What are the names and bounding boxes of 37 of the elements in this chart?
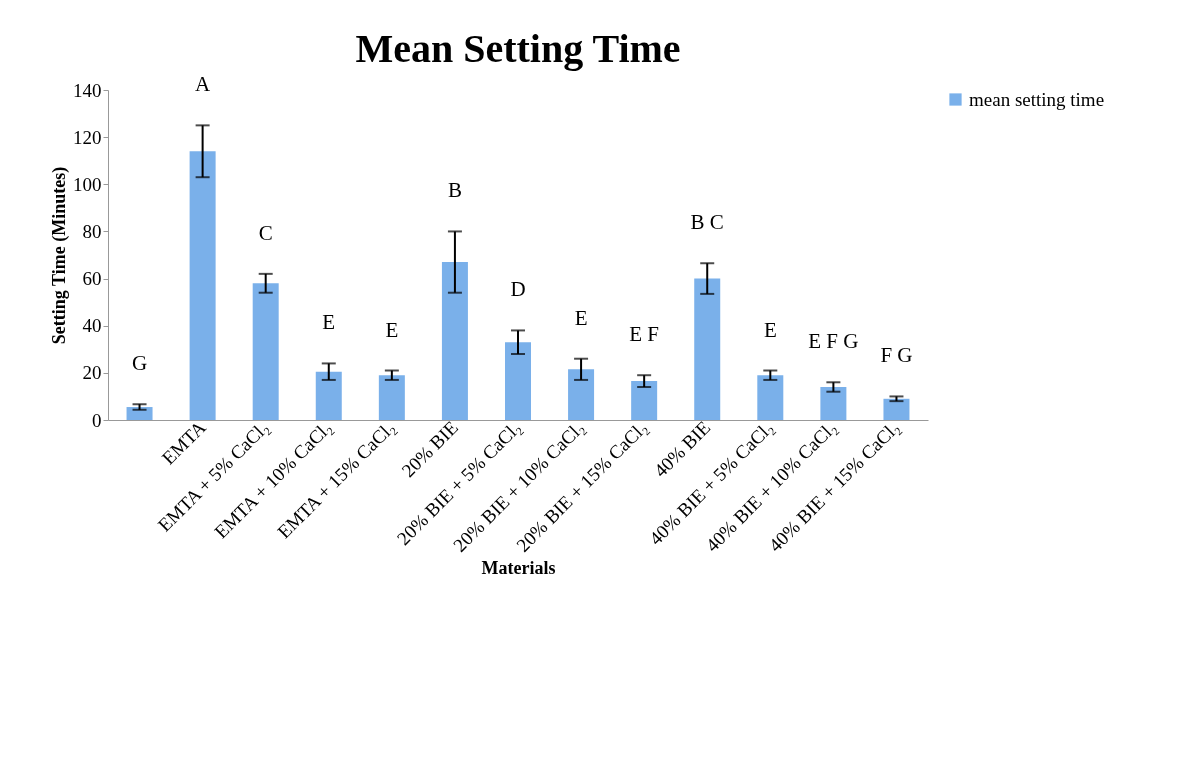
legend-label: mean setting time xyxy=(969,88,1105,110)
data-label: B xyxy=(447,178,462,203)
data-label: C xyxy=(258,220,273,245)
data-label: E xyxy=(574,305,588,330)
data-label: A xyxy=(195,72,212,97)
bar xyxy=(631,381,658,420)
y-tick-label: 100 xyxy=(73,173,102,195)
y-axis-title: Setting Time (Minutes) xyxy=(49,166,70,345)
y-tick-label: 60 xyxy=(82,268,102,290)
data-label: B C xyxy=(690,210,724,235)
y-tick-label: 40 xyxy=(82,315,102,337)
chart-title: Mean Setting Time xyxy=(355,26,681,72)
data-label: E F G xyxy=(808,329,859,354)
x-axis-title: Materials xyxy=(481,557,556,578)
bar xyxy=(189,151,216,420)
y-tick-label: 80 xyxy=(82,220,102,242)
bar xyxy=(315,371,342,420)
data-label: E xyxy=(322,310,336,335)
y-tick-label: 20 xyxy=(82,362,102,384)
data-label: D xyxy=(510,277,526,302)
data-label: E xyxy=(763,317,777,342)
y-tick-label: 140 xyxy=(73,79,102,101)
bar xyxy=(694,278,721,420)
y-tick-label: 0 xyxy=(92,409,102,431)
bar xyxy=(568,369,595,420)
bar xyxy=(252,283,279,420)
y-tick-label: 120 xyxy=(73,126,102,148)
data-label: E xyxy=(385,317,399,342)
bar xyxy=(820,387,847,420)
x-tick-label: 20% BIE xyxy=(397,416,462,482)
data-label: E F xyxy=(629,322,660,347)
bar xyxy=(757,375,784,420)
data-label: G xyxy=(131,351,148,376)
bar xyxy=(378,375,405,420)
data-label: F G xyxy=(880,343,913,368)
bar xyxy=(441,262,468,420)
bar xyxy=(505,342,531,420)
